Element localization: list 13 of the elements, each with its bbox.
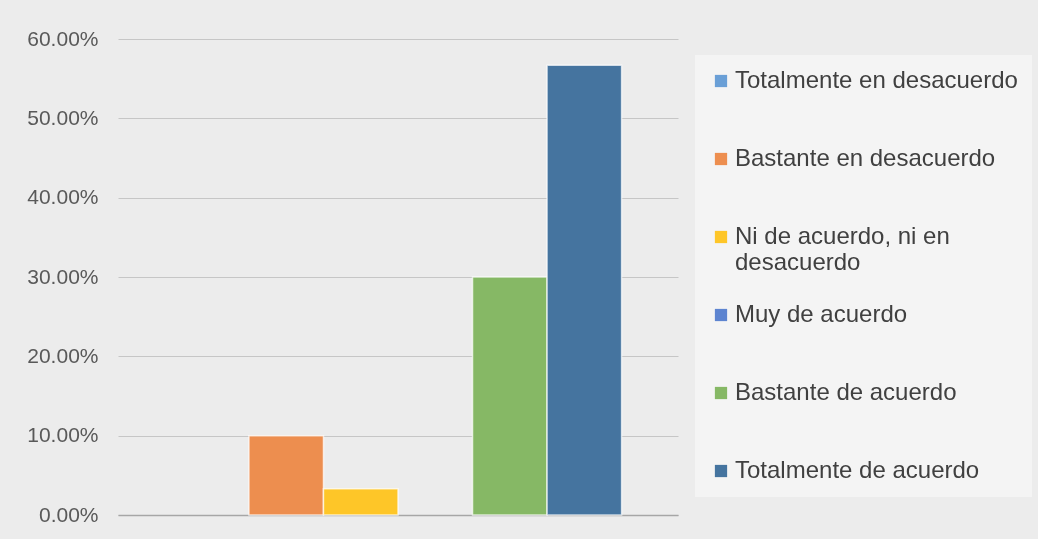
legend-label: Bastante en desacuerdo [735, 144, 996, 171]
y-tick-label: 10.00% [27, 423, 99, 447]
legend-label: Totalmente de acuerdo [735, 456, 980, 483]
legend-label: Ni de acuerdo, ni en desacuerdo [735, 222, 950, 275]
y-tick-label: 20.00% [27, 343, 99, 367]
legend-label: Totalmente en desacuerdo [735, 66, 1018, 93]
legend-label: Muy de acuerdo [735, 300, 908, 327]
y-tick-label: 0.00% [38, 502, 99, 526]
y-tick-label: 50.00% [27, 105, 99, 129]
legend-label: Bastante de acuerdo [735, 378, 957, 405]
y-tick-label: 40.00% [27, 185, 99, 209]
y-tick-label: 30.00% [27, 264, 99, 288]
y-tick-label: 60.00% [27, 26, 99, 50]
